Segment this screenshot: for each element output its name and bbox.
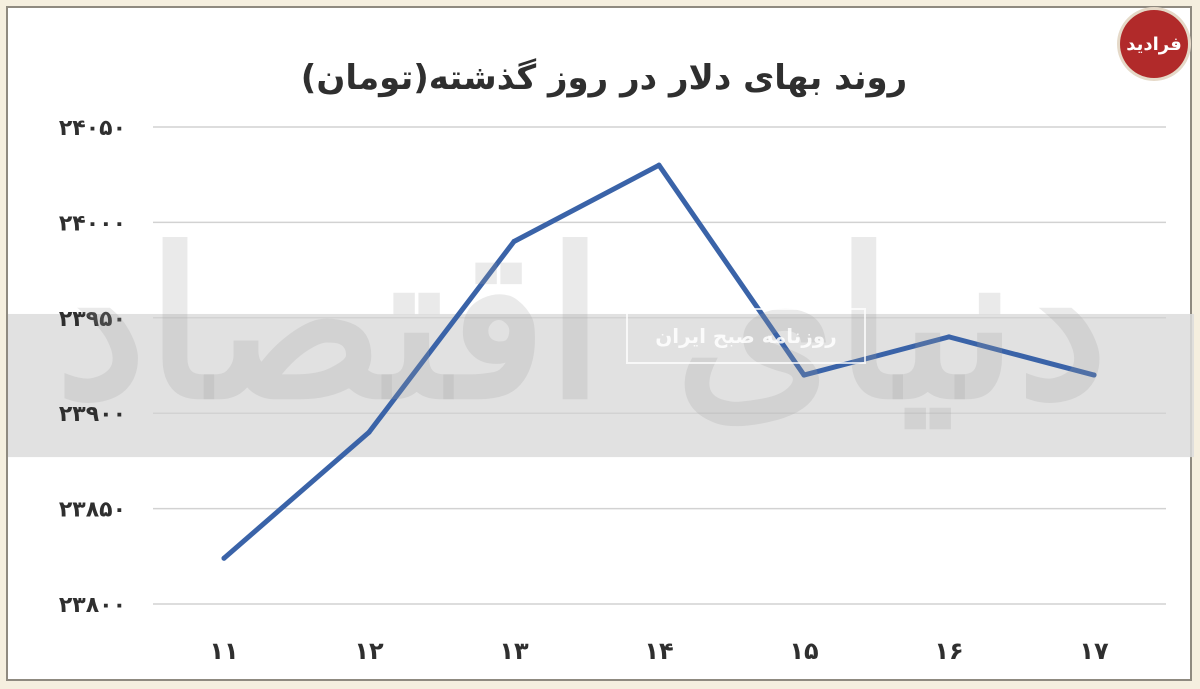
x-tick-labels: ۱۱ ۱۲ ۱۳ ۱۴ ۱۵ ۱۶ ۱۷ (209, 637, 1109, 665)
data-points (221, 162, 1097, 561)
data-point (221, 555, 227, 561)
gridlines (153, 126, 1166, 605)
chart-title: روند بهای دلار در روز گذشته(تومان) (301, 58, 907, 98)
brand-logo: فرادید (1120, 10, 1188, 78)
y-tick-label: ۲۳۸۵۰ (59, 498, 126, 523)
y-tick-labels: ۲۳۸۰۰ ۲۳۸۵۰ ۲۳۹۰۰ ۲۳۹۵۰ ۲۴۰۰۰ ۲۴۰۵۰ (59, 116, 126, 618)
watermark-band (8, 313, 1194, 458)
x-tick-label: ۱۶ (934, 637, 963, 665)
x-tick-label: ۱۴ (644, 637, 673, 665)
chart-frame: ۲۳۸۰۰ ۲۳۸۵۰ ۲۳۹۰۰ ۲۳۹۵۰ ۲۴۰۰۰ ۲۴۰۵۰ ۱۱ ۱۲ ۱۳ ۱۴ ۱… (6, 6, 1194, 681)
x-tick-label: ۱۳ (499, 637, 529, 665)
data-point (511, 238, 517, 244)
y-tick-label: ۲۳۹۵۰ (59, 307, 126, 332)
x-tick-label: ۱۵ (789, 637, 818, 665)
x-tick-label: ۱۲ (354, 637, 384, 665)
data-point (1091, 372, 1097, 378)
data-point (801, 372, 807, 378)
y-tick-label: ۲۴۰۵۰ (59, 116, 126, 141)
x-tick-label: ۱۷ (1079, 637, 1109, 665)
data-point (656, 162, 662, 168)
x-tick-label: ۱۱ (209, 637, 238, 665)
y-tick-label: ۲۳۹۰۰ (59, 402, 126, 427)
data-point (366, 429, 372, 435)
y-tick-label: ۲۳۸۰۰ (59, 593, 126, 618)
data-point (946, 334, 952, 340)
y-tick-label: ۲۴۰۰۰ (59, 211, 126, 236)
